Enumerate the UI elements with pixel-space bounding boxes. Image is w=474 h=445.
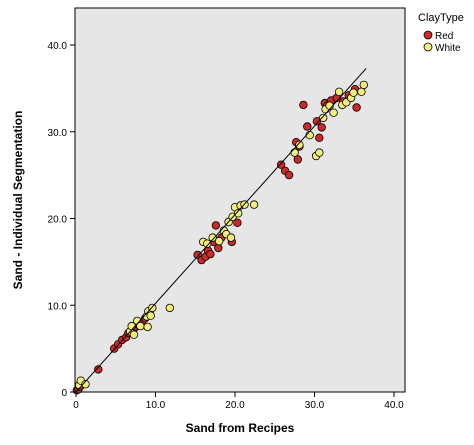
x-tick-label-0: 0 (73, 400, 79, 411)
data-point-white-26 (249, 200, 259, 209)
data-point-white-29 (295, 140, 304, 149)
x-axis-title: Sand from Recipes (186, 421, 295, 435)
data-point-white-16 (208, 233, 217, 242)
y-tick-label-3: 30.0 (48, 128, 68, 139)
x-tick-label-3: 30.0 (305, 400, 325, 411)
data-point-white-37 (334, 87, 344, 96)
data-point-red-21 (214, 243, 223, 253)
x-tick-label-2: 20.0 (225, 400, 245, 411)
data-point-red-36 (317, 123, 326, 132)
y-tick-label-0: 0 (61, 388, 67, 399)
y-tick-label-2: 20.0 (48, 215, 68, 226)
data-point-red-32 (299, 100, 308, 110)
data-point-white-42 (357, 87, 366, 96)
legend: ClayType Red White (418, 12, 464, 54)
fit-line (75, 68, 367, 393)
data-point-white-17 (214, 236, 224, 246)
data-point-white-2 (81, 380, 90, 389)
ticks-layer: 00 10.0 10.0 20.0 20.0 30.0 30.0 40.0 40.0 (48, 41, 405, 411)
data-point-white-43 (359, 80, 368, 90)
data-point-red-26 (276, 160, 286, 169)
data-point-white-28 (290, 148, 299, 157)
x-tick-label-4: 40.0 (384, 400, 404, 411)
data-point-white-32 (315, 148, 324, 157)
data-point-red-33 (303, 122, 312, 131)
legend-title: ClayType (418, 12, 464, 24)
data-point-red-34 (312, 117, 322, 126)
data-point-red-22 (211, 221, 221, 230)
data-point-white-36 (329, 108, 338, 117)
data-point-red-28 (284, 170, 294, 180)
data-point-red-35 (315, 133, 324, 142)
legend-label-red: Red (435, 31, 453, 42)
y-tick-label-1: 10.0 (48, 301, 68, 312)
data-point-red-3 (94, 365, 103, 374)
data-point-red-31 (293, 155, 302, 164)
y-tick-label-4: 40.0 (48, 41, 68, 52)
data-point-red-25 (233, 218, 242, 227)
data-point-white-41 (349, 88, 358, 97)
data-point-white-5 (129, 330, 139, 339)
data-point-white-33 (319, 113, 328, 123)
data-point-white-23 (233, 209, 243, 218)
legend-marker-white (423, 42, 433, 52)
data-point-white-12 (143, 322, 152, 332)
data-point-red-44 (352, 103, 361, 112)
data-point-white-30 (305, 130, 314, 140)
legend-label-white: White (435, 43, 461, 54)
y-axis-title: Sand - Individual Segmentation (11, 111, 25, 290)
data-point-white-15 (202, 239, 212, 248)
legend-marker-red (423, 30, 433, 40)
data-point-white-11 (148, 303, 157, 313)
x-tick-label-1: 10.0 (146, 400, 166, 411)
data-point-white-13 (165, 303, 174, 313)
data-point-white-10 (146, 311, 155, 320)
data-point-white-27 (226, 233, 236, 242)
data-point-red-19 (206, 249, 215, 259)
